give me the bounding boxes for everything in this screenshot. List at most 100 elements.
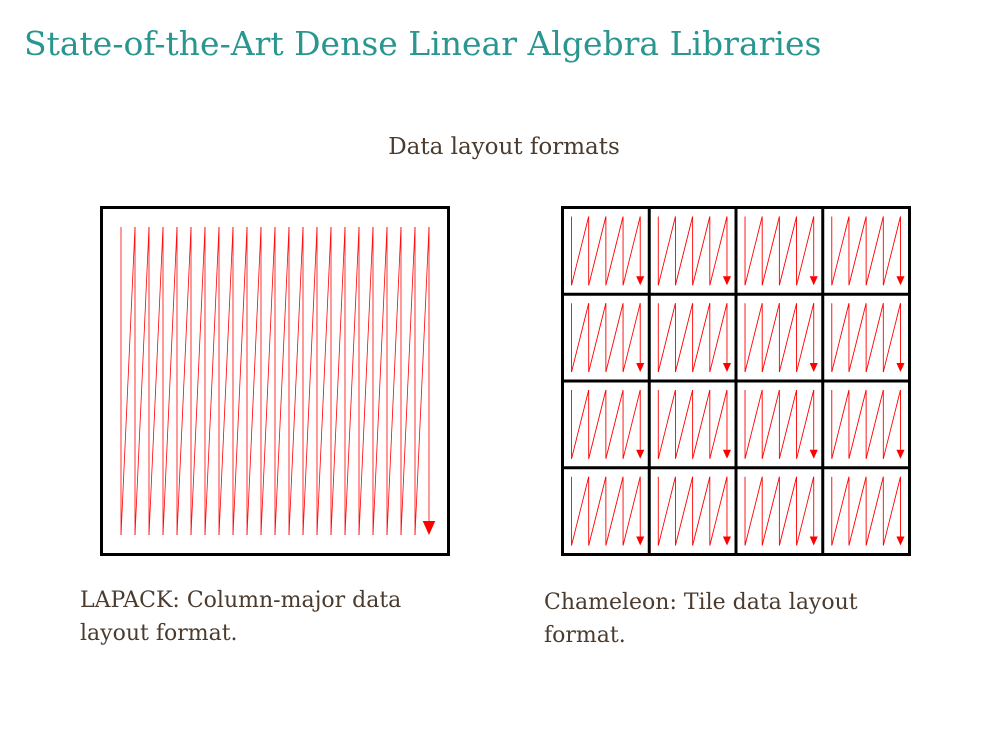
chameleon-caption: Chameleon: Tile data layout format. <box>544 586 858 652</box>
tile-trace <box>831 216 905 286</box>
lapack-diagonal-line <box>120 226 136 536</box>
lapack-diagonal-line <box>134 226 150 536</box>
tile-cell <box>571 476 645 546</box>
tile-diagonal-line <box>605 476 624 546</box>
tile-diagonal-line <box>778 303 797 373</box>
tile-diagonal-line <box>882 303 901 373</box>
tile-arrow-head <box>896 276 905 286</box>
tile-diagonal-line <box>865 303 884 373</box>
tile-arrow-head <box>722 276 732 286</box>
lapack-diagonal-line <box>302 226 318 536</box>
tile-diagonal-line <box>744 476 763 546</box>
tile-arrow-head <box>636 276 645 286</box>
tile-diagonal-line <box>831 389 850 459</box>
tile-cell <box>657 216 732 286</box>
tile-trace <box>657 389 732 459</box>
tile-diagonal-line <box>848 303 867 373</box>
tile-diagonal-line <box>865 389 884 459</box>
lapack-diagonal-line <box>246 226 262 536</box>
tile-diagonal-line <box>865 216 884 286</box>
tile-cell <box>831 389 905 459</box>
tile-cell <box>657 476 732 546</box>
tile-trace <box>831 476 905 546</box>
tile-cell <box>657 389 732 459</box>
lapack-diagonal-line <box>386 226 402 536</box>
tile-diagonal-line <box>778 476 797 546</box>
tile-trace <box>571 216 645 286</box>
tile-diagonal-line <box>692 389 711 459</box>
tile-arrow-head <box>809 536 818 546</box>
tile-cell <box>744 389 818 459</box>
lapack-diagonal-line <box>260 226 276 536</box>
tile-arrow-head <box>722 449 732 459</box>
tile-diagonal-line <box>692 303 711 373</box>
tile-diagonal-line <box>831 303 850 373</box>
tile-diagonal-line <box>709 476 728 546</box>
tile-trace <box>571 303 645 373</box>
lapack-trace <box>120 226 436 536</box>
tile-diagonal-line <box>709 389 728 459</box>
tile-diagonal-line <box>796 389 815 459</box>
tile-trace <box>744 389 818 459</box>
tile-arrow-head <box>809 276 818 286</box>
tile-diagonal-line <box>796 303 815 373</box>
tile-arrow-head <box>636 536 645 546</box>
diagram-subtitle: Data layout formats <box>388 134 620 160</box>
tile-diagonal-line <box>657 303 676 373</box>
tile-diagonal-line <box>831 476 850 546</box>
tile-diagonal-line <box>744 303 763 373</box>
tile-cell <box>744 476 818 546</box>
lapack-diagonal-line <box>414 226 430 536</box>
tile-diagonal-line <box>675 216 694 286</box>
tile-diagonal-line <box>622 216 641 286</box>
tile-diagonal-line <box>588 476 607 546</box>
tile-diagonal-line <box>622 476 641 546</box>
tile-diagonal-line <box>622 389 641 459</box>
tile-arrow-head <box>809 362 818 372</box>
tile-diagonal-line <box>796 476 815 546</box>
tile-diagonal-line <box>571 476 590 546</box>
tile-arrow-head <box>636 362 645 372</box>
chameleon-tile-layout-diagram <box>561 206 911 556</box>
tile-trace <box>571 389 645 459</box>
lapack-diagonal-line <box>372 226 388 536</box>
tile-diagonal-line <box>692 216 711 286</box>
tile-diagonal-line <box>657 476 676 546</box>
tile-diagonal-line <box>588 389 607 459</box>
lapack-diagonal-line <box>218 226 234 536</box>
tile-diagonal-line <box>761 389 780 459</box>
tile-arrow-head <box>722 536 732 546</box>
tile-cell <box>831 216 905 286</box>
tile-trace <box>657 303 732 373</box>
tile-trace <box>744 476 818 546</box>
lapack-diagonal-line <box>274 226 290 536</box>
tile-diagonal-line <box>605 216 624 286</box>
lapack-caption-line-1: LAPACK: Column-major data <box>80 588 402 613</box>
lapack-column-major-diagram <box>100 206 450 556</box>
tile-diagonal-line <box>571 216 590 286</box>
tile-diagonal-line <box>744 216 763 286</box>
tile-diagonal-line <box>848 476 867 546</box>
lapack-diagonal-line <box>148 226 164 536</box>
lapack-diagonal-line <box>162 226 178 536</box>
tile-arrow-head <box>722 362 732 372</box>
tile-diagonal-line <box>605 303 624 373</box>
tile-trace <box>744 216 818 286</box>
chameleon-caption-line-2: format. <box>544 623 626 648</box>
lapack-diagonal-line <box>400 226 416 536</box>
tile-trace <box>657 476 732 546</box>
tile-diagonal-line <box>657 389 676 459</box>
tile-arrow-head <box>896 536 905 546</box>
lapack-diagonal-line <box>176 226 192 536</box>
tile-cell <box>571 389 645 459</box>
tile-diagonal-line <box>778 389 797 459</box>
tile-diagonal-line <box>622 303 641 373</box>
tile-trace <box>831 303 905 373</box>
tile-trace <box>744 303 818 373</box>
lapack-arrow-head <box>422 521 436 535</box>
tile-cell <box>657 303 732 373</box>
tile-arrow-head <box>896 449 905 459</box>
tile-diagonal-line <box>882 216 901 286</box>
tile-diagonal-line <box>571 303 590 373</box>
tile-diagonal-line <box>709 216 728 286</box>
